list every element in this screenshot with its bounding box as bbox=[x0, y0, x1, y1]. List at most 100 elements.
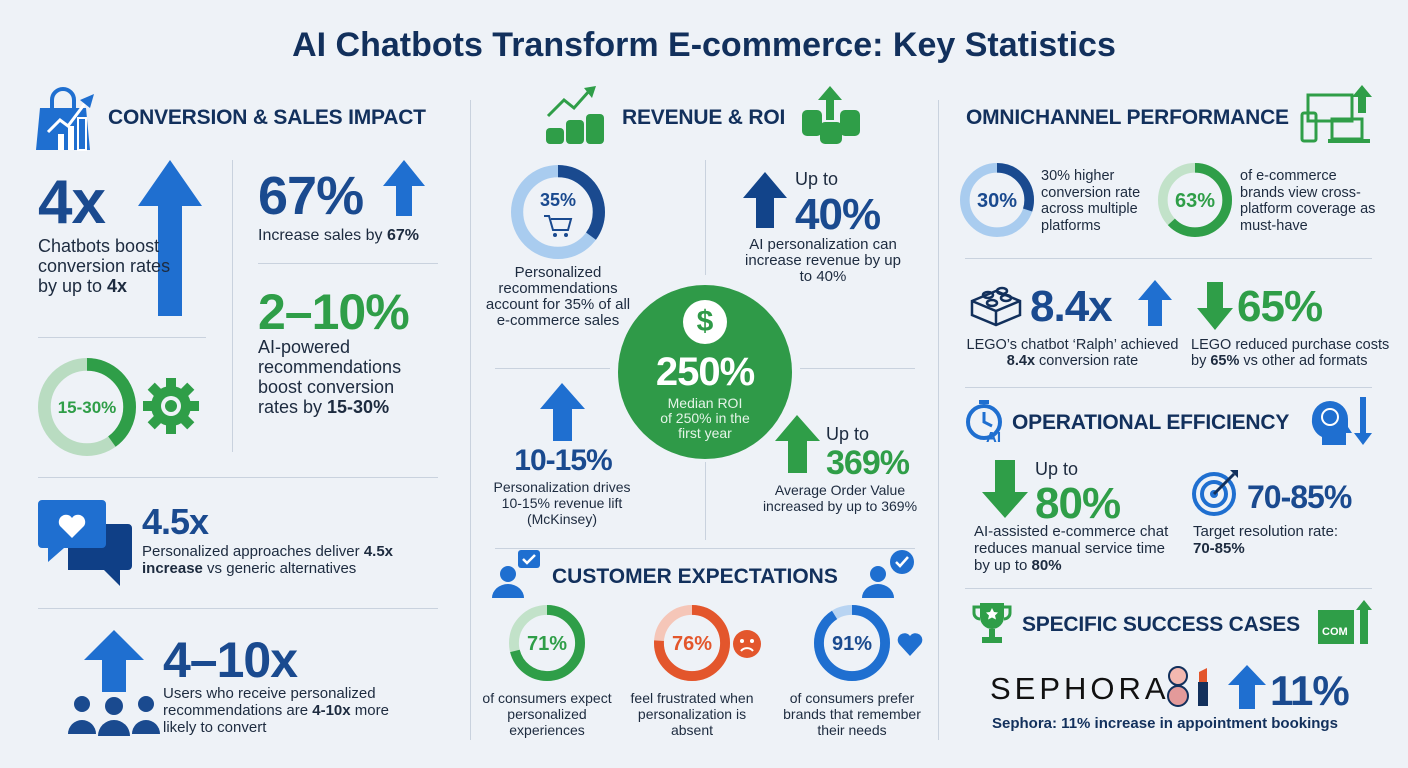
arrow-up-icon bbox=[743, 172, 787, 228]
gear-icon bbox=[143, 378, 199, 434]
sad-face-icon bbox=[733, 630, 761, 658]
donut-71 bbox=[508, 604, 586, 682]
donut-fill bbox=[508, 604, 586, 682]
donut-fill bbox=[813, 604, 891, 682]
com-growth-icon bbox=[1318, 600, 1372, 644]
donut-label: 63% bbox=[1174, 190, 1216, 212]
section-header-omnichannel: OMNICHANNEL PERFORMANCE bbox=[966, 106, 1289, 129]
stat-prefix: Up to bbox=[795, 169, 839, 189]
customer-desc: feel frustrated when personalization is … bbox=[630, 690, 754, 738]
divider bbox=[965, 588, 1372, 589]
user-check-icon bbox=[492, 550, 540, 598]
arrow-down-icon bbox=[982, 460, 1028, 518]
stat-desc-67: Increase sales by 67% bbox=[258, 227, 419, 244]
divider bbox=[38, 337, 206, 338]
heart-icon bbox=[897, 633, 923, 656]
stat-desc-80: AI-assisted e-commerce chat reduces manu… bbox=[974, 523, 1169, 574]
section-header-success: SPECIFIC SUCCESS CASES bbox=[1022, 613, 1300, 636]
stat-value-4x: 4x bbox=[38, 168, 106, 237]
brain-head-arrow-down-icon bbox=[1311, 397, 1372, 445]
section-header-customer: CUSTOMER EXPECTATIONS bbox=[552, 565, 838, 588]
donut-15-30 bbox=[37, 357, 137, 457]
donut-76 bbox=[653, 604, 731, 682]
stat-desc-35: Personalized recommendations account for… bbox=[485, 264, 631, 329]
devices-icon bbox=[1300, 85, 1372, 143]
stat-desc-sephora: Sephora: 11% increase in appointment boo… bbox=[992, 715, 1338, 732]
stopwatch-ai-icon bbox=[966, 400, 1002, 440]
stat-value-67: 67% bbox=[258, 166, 364, 226]
ai-label: AI bbox=[986, 429, 1001, 446]
stat-value-369: 369% bbox=[826, 444, 910, 482]
stat-value-250: 250% bbox=[655, 350, 755, 394]
divider bbox=[38, 477, 438, 478]
arrow-up-icon bbox=[1138, 280, 1172, 326]
donut-fill bbox=[960, 163, 1034, 237]
divider bbox=[965, 258, 1372, 259]
donut-63 bbox=[1158, 163, 1232, 237]
stat-value-65: 65% bbox=[1237, 282, 1323, 331]
stat-desc-250: Median ROI of 250% in the first year bbox=[660, 395, 750, 441]
dollar-icon: $ bbox=[683, 300, 727, 344]
divider bbox=[495, 368, 610, 369]
stat-prefix: Up to bbox=[1035, 459, 1079, 479]
coins-arrow-up-icon bbox=[802, 86, 860, 144]
stat-value-10-15: 10-15% bbox=[514, 444, 612, 477]
donut-91 bbox=[813, 604, 891, 682]
divider bbox=[705, 462, 706, 540]
divider bbox=[705, 160, 706, 275]
section-header-revenue: REVENUE & ROI bbox=[622, 106, 786, 129]
cosmetics-icon bbox=[1167, 666, 1208, 707]
coins-growth-icon bbox=[546, 86, 604, 144]
arrow-up-icon bbox=[775, 415, 820, 473]
donut-fill bbox=[511, 165, 605, 259]
divider bbox=[38, 608, 438, 609]
donut-label: 35% bbox=[539, 190, 577, 210]
donut-label: 30% bbox=[976, 190, 1018, 212]
donut-fill bbox=[37, 357, 137, 457]
stat-desc-2-10: AI-powered recommendations boost convers… bbox=[258, 337, 402, 417]
donut-label: 71% bbox=[526, 633, 568, 655]
section-header-operations: OPERATIONAL EFFICIENCY bbox=[1012, 411, 1290, 434]
target-icon bbox=[1192, 470, 1238, 516]
arrow-up-icon bbox=[383, 160, 425, 216]
stat-value-11: 11% bbox=[1270, 667, 1350, 714]
page-title: AI Chatbots Transform E-commerce: Key St… bbox=[292, 26, 1116, 64]
chat-heart-icon bbox=[38, 500, 132, 586]
stat-desc-4x: Chatbots boost conversion rates by up to… bbox=[38, 236, 171, 296]
trophy-icon bbox=[972, 603, 1012, 643]
stat-desc-30: 30% higher conversion rate across multip… bbox=[1041, 168, 1141, 234]
divider bbox=[495, 548, 915, 549]
stat-desc-40: AI personalization can increase revenue … bbox=[745, 236, 901, 285]
stat-desc-63: of e-commerce brands view cross-platform… bbox=[1240, 168, 1376, 234]
section-header-conversion: CONVERSION & SALES IMPACT bbox=[108, 106, 426, 129]
stat-value-4-5x: 4.5x bbox=[142, 501, 209, 542]
stat-desc-lego: LEGO’s chatbot ‘Ralph’ achieved 8.4x con… bbox=[966, 337, 1179, 369]
com-label: COM bbox=[1322, 626, 1348, 638]
arrow-down-icon bbox=[1197, 282, 1233, 330]
sephora-logo: SEPHORA bbox=[990, 671, 1170, 706]
divider bbox=[800, 368, 915, 369]
user-check-icon bbox=[862, 550, 914, 598]
donut-label: 15-30% bbox=[57, 398, 117, 417]
donut-fill bbox=[653, 604, 731, 682]
stat-desc-10-15: Personalization drives 10-15% revenue li… bbox=[493, 479, 631, 527]
stat-desc-369: Average Order Value increased by up to 3… bbox=[762, 482, 918, 514]
stat-desc-4-5x: Personalized approaches deliver 4.5x inc… bbox=[142, 543, 394, 577]
divider bbox=[258, 263, 438, 264]
donut-fill bbox=[1158, 163, 1232, 237]
stat-value-8-4x: 8.4x bbox=[1030, 282, 1113, 331]
stat-value-40: 40% bbox=[795, 190, 881, 239]
stat-prefix: Up to bbox=[826, 424, 870, 444]
shopping-bag-growth-icon bbox=[36, 87, 94, 151]
arrow-up-icon bbox=[540, 383, 585, 441]
shopping-cart-icon bbox=[544, 215, 573, 237]
arrow-up-icon bbox=[138, 160, 202, 316]
donut-30 bbox=[960, 163, 1034, 237]
stat-desc-65: LEGO reduced purchase costs by 65% vs ot… bbox=[1191, 337, 1390, 369]
donut-label: 91% bbox=[831, 633, 873, 655]
lego-brick-icon bbox=[970, 286, 1022, 327]
donut-35 bbox=[511, 165, 605, 259]
donut-label: 76% bbox=[671, 633, 713, 655]
stat-desc-4-10x: Users who receive personalized recommend… bbox=[163, 685, 389, 736]
stat-value-4-10x: 4–10x bbox=[163, 632, 298, 688]
